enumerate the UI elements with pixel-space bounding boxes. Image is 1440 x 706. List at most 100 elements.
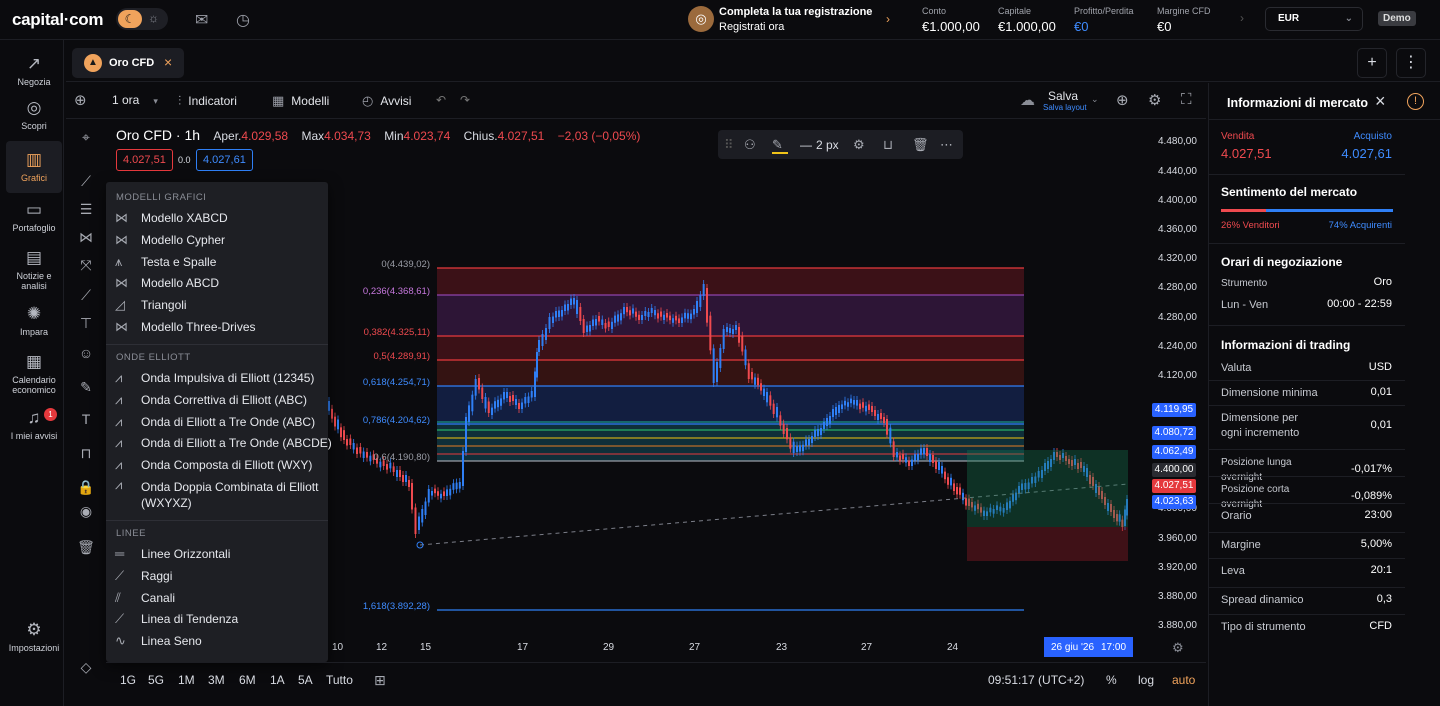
pattern-tool-icon[interactable]: ⋈ (79, 229, 93, 245)
menu-item[interactable]: ⩘ Onda di Elliott a Tre Onde (ABCDE) (106, 433, 332, 455)
registration-link[interactable]: Registrati ora (719, 21, 785, 33)
nav-scopri[interactable]: ◎ Scopri (6, 96, 62, 142)
redo-icon[interactable]: ↷ (460, 93, 471, 107)
close-tab-icon[interactable]: × (164, 54, 173, 70)
menu-item[interactable]: ⋈ Modello Three-Drives (106, 317, 328, 339)
menu-item[interactable]: ⟋ Linea di Tendenza (106, 609, 328, 631)
price-chart[interactable]: Oro CFD · 1h Aper.4.029,58 Max4.034,73 M… (106, 120, 1206, 660)
long-position-target[interactable] (967, 450, 1128, 527)
projection-tool-icon[interactable]: ⟋ (81, 287, 91, 303)
trend-line[interactable] (419, 483, 1129, 546)
line-width-select[interactable]: — 2 px (800, 138, 839, 152)
settings-gear-icon[interactable]: ⚙ (853, 137, 865, 152)
price-scale[interactable]: 4.480,00 4.440,00 4.400,00 4.360,00 4.320,00… (1146, 120, 1206, 640)
interval-select[interactable]: 1 ora ▾ (112, 93, 158, 107)
menu-item[interactable]: ∿ Linea Seno (106, 631, 328, 653)
close-icon[interactable]: × (1375, 91, 1386, 111)
range-button[interactable]: 1G (120, 673, 137, 687)
drag-handle-icon[interactable]: ⠿ (724, 137, 734, 152)
more-horizontal-icon[interactable]: ⋯ (940, 137, 953, 152)
measure-tool-icon[interactable]: ⊤ (79, 315, 93, 331)
zoom-icon[interactable]: ⊕ (1116, 92, 1129, 109)
magnet-icon[interactable]: ⊓ (80, 445, 92, 461)
sell-price[interactable]: 4.027,51 (1221, 146, 1272, 161)
capital-logo[interactable]: capital·com (12, 10, 104, 29)
range-button[interactable]: Tutto (326, 673, 353, 687)
nav-avvisi[interactable]: ♫ 1 I miei avvisi (6, 408, 62, 458)
models-button[interactable]: ▦ Modelli (272, 93, 329, 109)
demo-badge[interactable]: Demo (1378, 11, 1416, 26)
nav-portafoglio[interactable]: ▭ Portafoglio (6, 200, 62, 240)
long-position-stop[interactable] (967, 527, 1128, 561)
emoji-tool-icon[interactable]: ☺ (78, 345, 94, 361)
menu-item[interactable]: ◿ Triangoli (106, 295, 328, 317)
theme-toggle[interactable]: ☾ ☼ (116, 8, 168, 30)
nav-impostazioni[interactable]: ⚙ Impostazioni (6, 620, 62, 660)
range-button[interactable]: 6M (239, 673, 256, 687)
pencil-color-icon[interactable]: ✎ (772, 137, 783, 152)
menu-item[interactable]: ⋈ Modello Cypher (106, 230, 328, 252)
range-button[interactable]: 5A (298, 673, 313, 687)
menu-item[interactable]: ⩘ Onda Impulsiva di Elliott (12345) (106, 368, 328, 390)
lock-icon[interactable]: 🔒 (77, 479, 95, 495)
chevron-right-icon[interactable]: › (1240, 11, 1244, 25)
nav-notizie[interactable]: ▤ Notizie e analisi (6, 248, 62, 296)
tab-oro-cfd[interactable]: ▲ Oro CFD × (72, 48, 184, 78)
auto-toggle[interactable]: auto (1172, 673, 1196, 687)
info-icon[interactable]: ! (1407, 93, 1424, 110)
time-scale[interactable]: 26 giu '26 17:00 ⚙ 10 12 15 17 29 27 23 27 24 (106, 637, 1184, 658)
menu-item[interactable]: ⟋ Raggi (106, 566, 328, 588)
trend-line-anchor[interactable] (416, 541, 424, 549)
menu-item[interactable]: ⩘ Onda Composta di Elliott (WXY) (106, 455, 328, 477)
clock-value[interactable]: 09:51:17 (UTC+2) (988, 673, 1085, 687)
range-button[interactable]: 3M (208, 673, 225, 687)
sell-price-box[interactable]: 4.027,51 (116, 149, 173, 171)
range-button[interactable]: 1M (178, 673, 195, 687)
history-icon[interactable]: ◷ (236, 12, 250, 29)
buy-price-box[interactable]: 4.027,61 (196, 149, 253, 171)
trash-icon[interactable]: 🗑 (912, 137, 929, 152)
percent-toggle[interactable]: % (1106, 673, 1117, 687)
layers-icon[interactable]: ◇ (80, 659, 92, 675)
fib-tool-icon[interactable]: ☰ (79, 201, 93, 217)
unlock-icon[interactable]: ⊔ (883, 137, 894, 152)
log-toggle[interactable]: log (1138, 673, 1155, 687)
menu-item[interactable]: ⫽ Canali (106, 588, 328, 610)
range-button[interactable]: 5G (148, 673, 165, 687)
nav-calendario[interactable]: ▦ Calendario economico (6, 352, 62, 400)
save-button[interactable]: Salva (1048, 89, 1078, 103)
undo-icon[interactable]: ↶ (436, 93, 447, 107)
menu-item[interactable]: ⩘ Onda Doppia Combinata di Elliott (WXYXZ… (106, 477, 328, 513)
menu-item[interactable]: ⋈ Modello ABCD (106, 273, 328, 295)
menu-item[interactable]: ═ Linee Orizzontali (106, 544, 328, 566)
symbol-search-icon[interactable]: ⊕ (74, 92, 87, 109)
crosshair-icon[interactable]: ⌖ (82, 129, 90, 145)
menu-item[interactable]: ⋈ Modello XABCD (106, 208, 328, 230)
indicators-button[interactable]: ⫶ Indicatori (178, 93, 237, 109)
chevron-down-icon[interactable]: ⌄ (1091, 94, 1099, 104)
range-button[interactable]: 1A (270, 673, 285, 687)
symbol-name[interactable]: Oro CFD · 1h (116, 127, 201, 143)
nav-negozia[interactable]: ↗ Negozia (6, 48, 62, 94)
fullscreen-icon[interactable]: ⛶ (1181, 91, 1192, 108)
template-icon[interactable]: ⚇ (744, 137, 756, 152)
text-tool-icon[interactable]: T (81, 411, 91, 427)
timezone-gear-icon[interactable]: ⚙ (1172, 640, 1184, 655)
trendline-tool-icon[interactable]: ⟋ (81, 173, 91, 189)
menu-item[interactable]: ⩘ Onda Correttiva di Elliott (ABC) (106, 390, 328, 412)
currency-select[interactable]: EUR ⌄ (1265, 7, 1363, 31)
registration-banner[interactable]: ◎ Completa la tua registrazione Registra… (688, 4, 906, 34)
nav-impara[interactable]: ✺ Impara (6, 304, 62, 344)
nav-grafici[interactable]: ▥ Grafici (6, 141, 62, 193)
channel-tool-icon[interactable]: ⤧ (80, 257, 92, 273)
more-options-icon[interactable]: ⋮ (1396, 48, 1426, 78)
menu-item[interactable]: ⩘ Onda di Elliott a Tre Onde (ABC) (106, 412, 328, 434)
eye-icon[interactable]: ◉ (79, 503, 93, 519)
alerts-button[interactable]: ◴ Avvisi (362, 93, 411, 109)
buy-price[interactable]: 4.027,61 (1341, 146, 1392, 161)
brush-tool-icon[interactable]: ✎ (80, 379, 92, 395)
add-tab-button[interactable]: + (1357, 48, 1387, 78)
menu-item[interactable]: ⩚ Testa e Spalle (106, 252, 328, 274)
chart-canvas[interactable] (106, 120, 1206, 660)
mail-icon[interactable]: ✉ (195, 12, 209, 29)
